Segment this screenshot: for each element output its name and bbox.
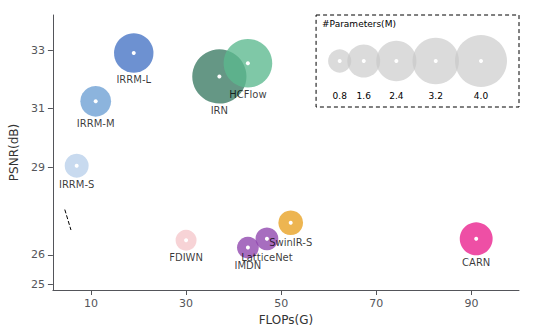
svg-text:0.8: 0.8 <box>333 91 348 101</box>
svg-text:30: 30 <box>179 297 193 310</box>
svg-text:10: 10 <box>84 297 98 310</box>
svg-text:90: 90 <box>464 297 478 310</box>
svg-text:IMDN: IMDN <box>234 260 262 271</box>
svg-text:4.0: 4.0 <box>474 91 489 101</box>
svg-text:26: 26 <box>31 248 45 261</box>
svg-text:IRN: IRN <box>211 105 228 116</box>
svg-text:CARN: CARN <box>462 257 490 268</box>
svg-text:PSNR(dB): PSNR(dB) <box>7 124 21 181</box>
svg-text:70: 70 <box>369 297 383 310</box>
svg-text:#Parameters(M): #Parameters(M) <box>322 19 396 29</box>
svg-text:IRRM-M: IRRM-M <box>77 118 115 129</box>
svg-text:IRRM-L: IRRM-L <box>116 74 151 85</box>
svg-text:LatticeNet: LatticeNet <box>241 252 293 263</box>
svg-text:IRRM-S: IRRM-S <box>59 179 94 190</box>
svg-text:29: 29 <box>31 161 45 174</box>
svg-text:33: 33 <box>31 44 45 57</box>
svg-text:1.6: 1.6 <box>357 91 372 101</box>
svg-text:SwinIR-S: SwinIR-S <box>269 237 312 248</box>
svg-text:25: 25 <box>31 278 45 291</box>
svg-text:HCFlow: HCFlow <box>229 89 266 100</box>
svg-text:FLOPs(G): FLOPs(G) <box>259 313 314 327</box>
svg-text:3.2: 3.2 <box>429 91 443 101</box>
svg-text:31: 31 <box>31 102 45 115</box>
svg-text:50: 50 <box>274 297 288 310</box>
svg-text:FDIWN: FDIWN <box>169 252 203 263</box>
svg-text:2.4: 2.4 <box>389 91 404 101</box>
